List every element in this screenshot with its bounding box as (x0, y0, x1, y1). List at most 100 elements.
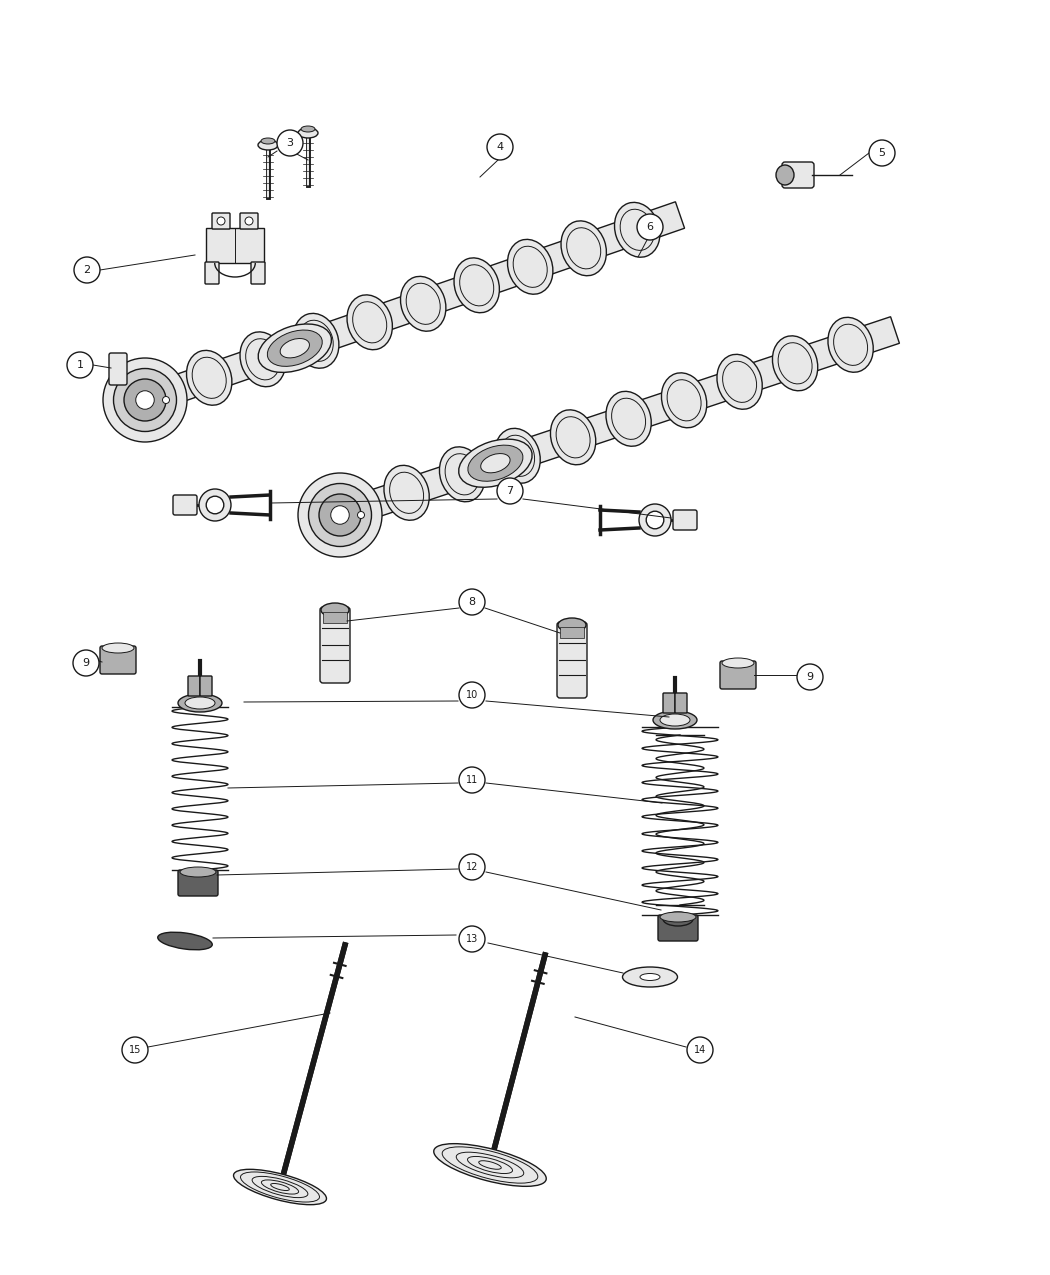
Ellipse shape (180, 867, 216, 877)
Ellipse shape (400, 277, 446, 332)
Ellipse shape (187, 351, 232, 405)
Ellipse shape (258, 140, 278, 150)
FancyBboxPatch shape (240, 213, 258, 230)
Ellipse shape (660, 912, 696, 922)
Ellipse shape (158, 932, 212, 950)
Circle shape (113, 368, 176, 431)
Circle shape (122, 1037, 148, 1063)
FancyBboxPatch shape (173, 495, 197, 515)
FancyBboxPatch shape (320, 607, 350, 683)
Ellipse shape (663, 912, 693, 926)
FancyBboxPatch shape (560, 627, 584, 638)
Ellipse shape (561, 221, 607, 275)
Ellipse shape (178, 694, 222, 711)
Ellipse shape (434, 1144, 546, 1186)
Polygon shape (336, 316, 900, 528)
Text: 5: 5 (879, 148, 885, 158)
Text: 4: 4 (497, 142, 504, 152)
Circle shape (646, 511, 664, 529)
Circle shape (459, 682, 485, 708)
Circle shape (687, 1037, 713, 1063)
Text: 2: 2 (83, 265, 90, 275)
Circle shape (163, 397, 169, 403)
Circle shape (245, 217, 253, 224)
FancyBboxPatch shape (720, 660, 756, 689)
Ellipse shape (558, 618, 586, 632)
FancyBboxPatch shape (200, 676, 212, 696)
Text: 15: 15 (129, 1046, 141, 1054)
Ellipse shape (268, 330, 322, 366)
Circle shape (135, 390, 154, 409)
Text: 3: 3 (287, 138, 294, 148)
Circle shape (74, 258, 100, 283)
FancyBboxPatch shape (675, 694, 687, 713)
Circle shape (639, 504, 671, 536)
FancyBboxPatch shape (323, 612, 346, 622)
Circle shape (124, 379, 166, 421)
Ellipse shape (185, 697, 215, 709)
FancyBboxPatch shape (109, 353, 127, 385)
Ellipse shape (233, 1169, 327, 1205)
FancyBboxPatch shape (100, 646, 136, 674)
Text: 14: 14 (694, 1046, 706, 1054)
Circle shape (637, 214, 663, 240)
Circle shape (497, 478, 523, 504)
Ellipse shape (507, 240, 553, 295)
Text: 7: 7 (506, 486, 513, 496)
Ellipse shape (660, 714, 690, 725)
FancyBboxPatch shape (556, 622, 587, 697)
Text: 1: 1 (77, 360, 84, 370)
Ellipse shape (321, 603, 349, 617)
Text: 10: 10 (466, 690, 478, 700)
Polygon shape (141, 201, 685, 413)
FancyBboxPatch shape (206, 228, 264, 263)
Text: 11: 11 (466, 775, 478, 785)
Ellipse shape (495, 428, 541, 483)
Ellipse shape (346, 295, 393, 349)
Circle shape (200, 490, 231, 521)
FancyBboxPatch shape (188, 676, 200, 696)
Text: 13: 13 (466, 935, 478, 943)
Ellipse shape (828, 317, 874, 372)
FancyBboxPatch shape (673, 510, 697, 530)
FancyBboxPatch shape (782, 162, 814, 187)
Ellipse shape (776, 164, 794, 185)
Circle shape (357, 511, 364, 519)
Circle shape (206, 496, 224, 514)
Ellipse shape (301, 126, 315, 133)
Ellipse shape (640, 974, 660, 980)
Circle shape (797, 664, 823, 690)
Ellipse shape (662, 372, 707, 427)
Ellipse shape (773, 335, 818, 390)
Ellipse shape (550, 409, 595, 465)
Circle shape (103, 358, 187, 442)
Circle shape (319, 493, 361, 536)
Circle shape (277, 130, 303, 156)
FancyBboxPatch shape (663, 694, 675, 713)
Ellipse shape (294, 314, 339, 368)
Circle shape (298, 473, 382, 557)
Ellipse shape (623, 966, 677, 987)
Circle shape (459, 768, 485, 793)
FancyBboxPatch shape (251, 261, 265, 284)
Ellipse shape (468, 445, 523, 481)
Text: 12: 12 (466, 862, 478, 872)
Ellipse shape (440, 446, 485, 502)
Ellipse shape (717, 354, 762, 409)
FancyBboxPatch shape (212, 213, 230, 230)
Ellipse shape (454, 258, 500, 312)
Ellipse shape (722, 658, 754, 668)
Circle shape (459, 926, 485, 952)
Ellipse shape (459, 439, 532, 487)
Ellipse shape (481, 454, 510, 473)
Text: 9: 9 (83, 658, 89, 668)
Text: 8: 8 (468, 597, 476, 607)
Ellipse shape (653, 711, 697, 729)
Ellipse shape (240, 332, 286, 386)
Circle shape (459, 589, 485, 615)
FancyBboxPatch shape (205, 261, 219, 284)
Text: 9: 9 (806, 672, 814, 682)
FancyBboxPatch shape (178, 870, 218, 896)
Ellipse shape (261, 138, 275, 144)
Ellipse shape (606, 391, 651, 446)
